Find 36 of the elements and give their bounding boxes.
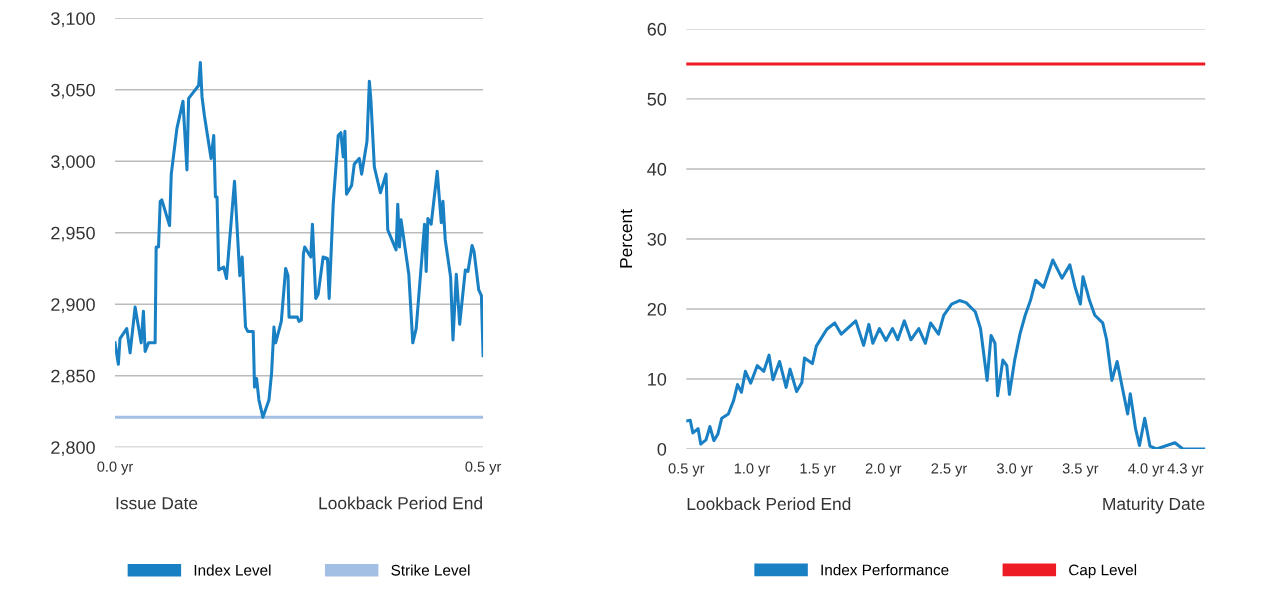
y-tick-label: 30 (647, 232, 667, 246)
y-tick-label: 10 (648, 372, 667, 386)
x-tick-label: 0.5 yr (465, 461, 502, 475)
y-tick-label: 2,850 (51, 369, 95, 385)
legend-label: Index Performance (821, 564, 949, 576)
y-tick-label: 3,100 (51, 12, 95, 28)
x-tick-label: 1.0 yr (734, 463, 770, 477)
legend-label: Index Level (194, 564, 271, 576)
y-tick-label: 3,050 (51, 83, 95, 99)
y-tick-label: 2,800 (51, 441, 95, 457)
x-tick-label: 4.3 yr (1167, 463, 1204, 477)
text: Lookback Period End (687, 497, 851, 511)
text: Lookback Period End (319, 496, 482, 510)
line-series (686, 258, 1206, 449)
y-tick-label: 3,000 (51, 155, 95, 171)
text: Issue Date (116, 497, 198, 510)
x-tick-label: 0.0 yr (97, 461, 134, 475)
x-tick-label: 1.5 yr (800, 463, 836, 477)
x-tick-label: 3.5 yr (1062, 463, 1099, 477)
line-series (115, 61, 484, 419)
x-tick-label: 0.5 yr (668, 463, 705, 477)
legend-label: Cap Level (1069, 564, 1137, 579)
y-tick-label: 20 (647, 302, 667, 316)
y-tick-label: 0 (657, 442, 667, 456)
y-axis-title: Percent (620, 209, 633, 268)
text: Maturity Date (1103, 497, 1205, 514)
x-tick-label: 2.0 yr (865, 463, 902, 477)
y-tick-label: 60 (647, 22, 667, 36)
x-tick-label: 4.0 yr (1128, 463, 1165, 477)
x-tick-label: 3.0 yr (997, 463, 1033, 477)
y-tick-label: 50 (647, 92, 667, 106)
y-tick-label: 2,950 (51, 226, 95, 242)
legend-label: Strike Level (391, 564, 470, 576)
y-tick-label: 2,900 (51, 298, 95, 314)
y-tick-label: 40 (647, 162, 667, 176)
x-tick-label: 2.5 yr (931, 463, 967, 477)
